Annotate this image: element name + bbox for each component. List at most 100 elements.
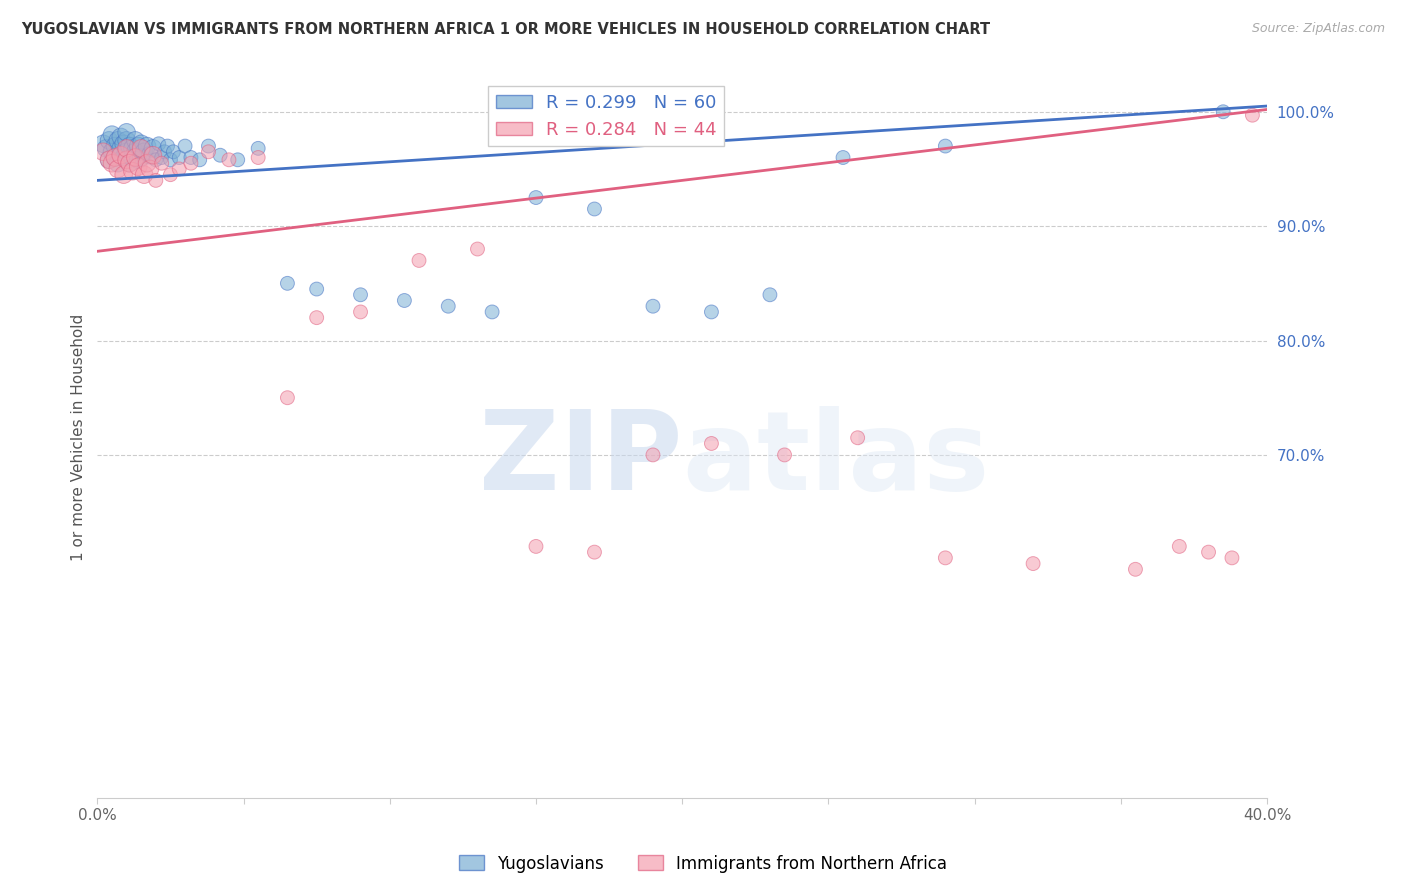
- Point: [134, 145, 156, 159]
- Point: [1168, 540, 1191, 554]
- Text: ZIP: ZIP: [479, 406, 682, 513]
- Point: [209, 148, 232, 162]
- Point: [226, 153, 249, 167]
- Point: [127, 153, 149, 167]
- Point: [247, 151, 270, 165]
- Point: [118, 139, 141, 153]
- Point: [218, 153, 240, 167]
- Point: [121, 141, 143, 155]
- Point: [145, 153, 167, 167]
- Point: [121, 151, 143, 165]
- Point: [641, 448, 664, 462]
- Point: [115, 153, 138, 167]
- Point: [112, 151, 135, 165]
- Point: [110, 148, 132, 162]
- Point: [142, 141, 165, 155]
- Point: [700, 436, 723, 450]
- Point: [91, 145, 114, 159]
- Point: [124, 151, 146, 165]
- Point: [1220, 550, 1243, 565]
- Point: [934, 139, 956, 153]
- Point: [98, 133, 121, 147]
- Point: [101, 128, 124, 142]
- Point: [101, 156, 124, 170]
- Point: [159, 153, 181, 167]
- Point: [934, 550, 956, 565]
- Legend: R = 0.299   N = 60, R = 0.284   N = 44: R = 0.299 N = 60, R = 0.284 N = 44: [488, 87, 724, 146]
- Point: [115, 141, 138, 155]
- Point: [467, 242, 489, 256]
- Point: [1212, 104, 1234, 119]
- Point: [1241, 108, 1264, 122]
- Point: [142, 148, 165, 162]
- Point: [104, 139, 127, 153]
- Point: [700, 305, 723, 319]
- Point: [641, 299, 664, 313]
- Point: [150, 156, 173, 170]
- Point: [188, 153, 211, 167]
- Point: [167, 151, 190, 165]
- Y-axis label: 1 or more Vehicles in Household: 1 or more Vehicles in Household: [72, 314, 86, 561]
- Point: [101, 145, 124, 159]
- Point: [104, 151, 127, 165]
- Point: [115, 125, 138, 139]
- Point: [276, 391, 298, 405]
- Point: [139, 148, 162, 162]
- Point: [98, 153, 121, 167]
- Point: [180, 156, 202, 170]
- Point: [112, 136, 135, 151]
- Point: [437, 299, 460, 313]
- Point: [167, 161, 190, 176]
- Point: [139, 161, 162, 176]
- Point: [583, 545, 606, 559]
- Point: [127, 160, 149, 174]
- Point: [153, 145, 176, 159]
- Point: [524, 190, 547, 204]
- Point: [394, 293, 416, 308]
- Point: [1198, 545, 1220, 559]
- Point: [159, 168, 181, 182]
- Point: [162, 145, 184, 159]
- Point: [145, 173, 167, 187]
- Point: [1022, 557, 1045, 571]
- Point: [91, 136, 114, 151]
- Point: [180, 151, 202, 165]
- Point: [118, 156, 141, 170]
- Point: [197, 145, 219, 159]
- Point: [197, 139, 219, 153]
- Point: [124, 145, 146, 159]
- Point: [305, 282, 328, 296]
- Point: [136, 156, 159, 170]
- Point: [524, 540, 547, 554]
- Text: YUGOSLAVIAN VS IMMIGRANTS FROM NORTHERN AFRICA 1 OR MORE VEHICLES IN HOUSEHOLD C: YUGOSLAVIAN VS IMMIGRANTS FROM NORTHERN …: [21, 22, 990, 37]
- Text: Source: ZipAtlas.com: Source: ZipAtlas.com: [1251, 22, 1385, 36]
- Point: [247, 141, 270, 155]
- Point: [112, 168, 135, 182]
- Point: [408, 253, 430, 268]
- Point: [124, 133, 146, 147]
- Point: [98, 153, 121, 167]
- Point: [115, 133, 138, 147]
- Point: [349, 305, 371, 319]
- Point: [127, 139, 149, 153]
- Point: [759, 287, 782, 301]
- Point: [832, 151, 855, 165]
- Point: [129, 136, 152, 151]
- Point: [110, 129, 132, 144]
- Point: [773, 448, 796, 462]
- Point: [107, 161, 129, 176]
- Text: atlas: atlas: [682, 406, 990, 513]
- Legend: Yugoslavians, Immigrants from Northern Africa: Yugoslavians, Immigrants from Northern A…: [453, 848, 953, 880]
- Point: [107, 156, 129, 170]
- Point: [129, 151, 152, 165]
- Point: [110, 141, 132, 155]
- Point: [121, 164, 143, 178]
- Point: [846, 431, 869, 445]
- Point: [115, 145, 138, 159]
- Point: [1125, 562, 1147, 576]
- Point: [136, 139, 159, 153]
- Point: [305, 310, 328, 325]
- Point: [150, 151, 173, 165]
- Point: [94, 141, 117, 155]
- Point: [148, 136, 170, 151]
